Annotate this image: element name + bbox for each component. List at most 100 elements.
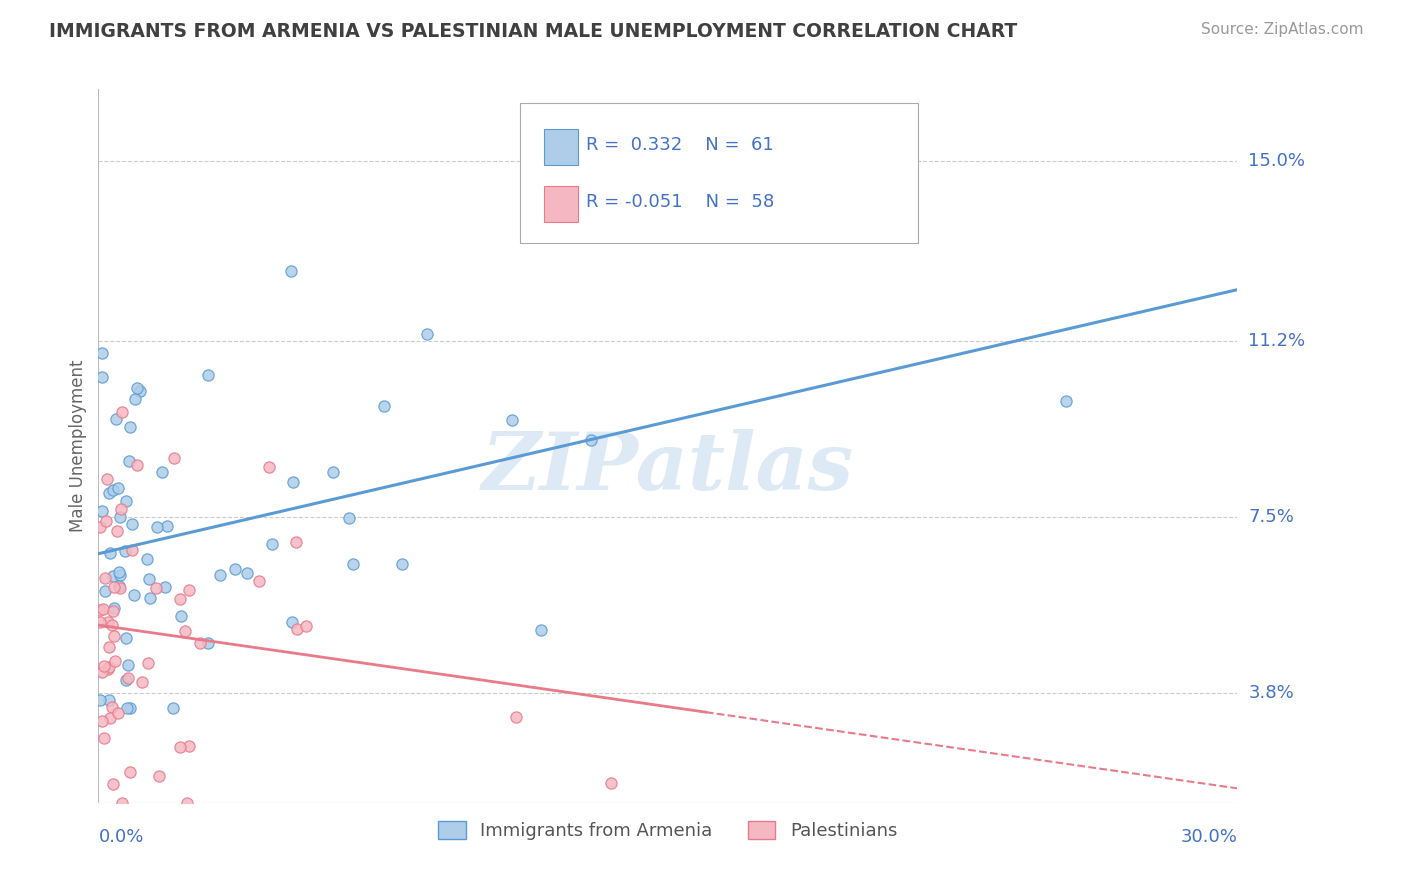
Point — [322, 465, 344, 479]
Point — [98, 711, 121, 725]
Point — [170, 608, 193, 623]
Point — [111, 796, 134, 810]
Point — [505, 710, 527, 724]
Point — [101, 618, 124, 632]
Text: 11.2%: 11.2% — [1249, 333, 1306, 351]
Point — [98, 693, 121, 707]
Point — [150, 465, 173, 479]
Point — [373, 399, 395, 413]
Point — [169, 592, 191, 607]
Point — [104, 412, 127, 426]
Point — [579, 433, 602, 447]
Point — [89, 693, 111, 707]
Text: 0.0%: 0.0% — [98, 828, 143, 846]
Text: ZIPatlas: ZIPatlas — [482, 429, 853, 506]
Point — [103, 604, 125, 618]
Text: R = -0.051    N =  58: R = -0.051 N = 58 — [586, 193, 775, 211]
Point — [247, 574, 270, 588]
Point — [90, 370, 112, 384]
Point — [391, 557, 413, 571]
Point — [530, 624, 553, 638]
Point — [93, 731, 115, 745]
Point — [145, 581, 167, 595]
Point — [110, 567, 132, 582]
Point — [91, 602, 114, 616]
Point — [101, 569, 124, 583]
Point — [103, 629, 125, 643]
Point — [108, 579, 131, 593]
Point — [97, 615, 120, 630]
Point — [257, 460, 280, 475]
Point — [103, 580, 125, 594]
Point — [284, 534, 307, 549]
Point — [98, 660, 121, 674]
FancyBboxPatch shape — [544, 129, 578, 165]
Point — [122, 588, 145, 602]
Point — [108, 565, 131, 579]
Point — [129, 384, 152, 398]
Point — [98, 547, 121, 561]
Point — [115, 631, 138, 645]
Point — [127, 381, 149, 395]
Point — [121, 543, 143, 558]
Point — [138, 657, 160, 671]
Point — [94, 583, 117, 598]
Point — [91, 665, 114, 680]
Point — [197, 636, 219, 650]
Point — [117, 671, 139, 685]
Point — [124, 392, 146, 406]
Point — [93, 659, 115, 673]
Point — [117, 658, 139, 673]
Point — [110, 502, 132, 516]
Point — [114, 544, 136, 558]
Point — [97, 662, 120, 676]
Point — [285, 622, 308, 636]
Point — [283, 475, 305, 490]
Point — [281, 615, 304, 629]
Point — [280, 264, 302, 278]
Point — [115, 493, 138, 508]
Point — [107, 706, 129, 721]
FancyBboxPatch shape — [520, 103, 918, 243]
Point — [209, 567, 232, 582]
Point — [120, 700, 142, 714]
Point — [139, 591, 162, 605]
FancyBboxPatch shape — [544, 186, 578, 222]
Point — [91, 714, 114, 729]
Point — [101, 777, 124, 791]
Point — [136, 551, 159, 566]
Text: Source: ZipAtlas.com: Source: ZipAtlas.com — [1201, 22, 1364, 37]
Point — [197, 368, 219, 382]
Y-axis label: Male Unemployment: Male Unemployment — [69, 359, 87, 533]
Point — [415, 327, 437, 342]
Point — [162, 700, 184, 714]
Text: IMMIGRANTS FROM ARMENIA VS PALESTINIAN MALE UNEMPLOYMENT CORRELATION CHART: IMMIGRANTS FROM ARMENIA VS PALESTINIAN M… — [49, 22, 1018, 41]
Point — [107, 524, 129, 538]
Point — [107, 481, 129, 495]
Point — [176, 796, 198, 810]
Point — [108, 510, 131, 524]
Point — [104, 655, 127, 669]
Point — [733, 223, 755, 237]
Text: 7.5%: 7.5% — [1249, 508, 1295, 526]
Point — [153, 580, 176, 594]
Point — [342, 557, 364, 571]
Text: R =  0.332    N =  61: R = 0.332 N = 61 — [586, 136, 773, 153]
Point — [89, 520, 111, 534]
Point — [118, 454, 141, 468]
Point — [337, 511, 360, 525]
Point — [163, 451, 186, 466]
Point — [235, 566, 257, 581]
Point — [101, 699, 124, 714]
Text: 30.0%: 30.0% — [1181, 828, 1237, 846]
Point — [131, 674, 153, 689]
Point — [600, 776, 623, 790]
Point — [114, 673, 136, 687]
Point — [98, 640, 121, 654]
Point — [89, 615, 111, 629]
Text: 15.0%: 15.0% — [1249, 152, 1305, 169]
Point — [97, 485, 120, 500]
Point — [179, 582, 201, 597]
Point — [101, 483, 124, 497]
Point — [118, 764, 141, 779]
